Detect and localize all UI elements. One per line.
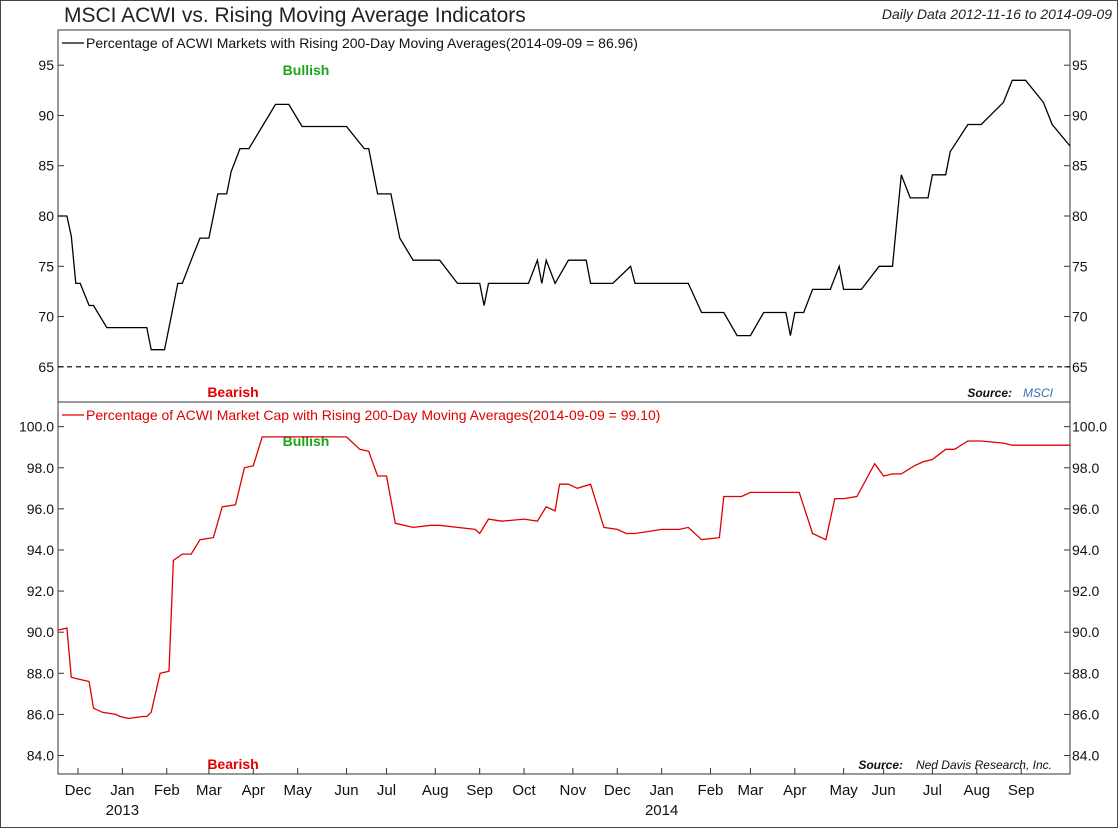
panel-top: Percentage of ACWI Markets with Rising 2… bbox=[38, 29, 1088, 403]
panel-bottom: Percentage of ACWI Market Cap with Risin… bbox=[19, 401, 1107, 775]
x-axis: Dec Jan Feb Mar Apr May Jun Jul Aug Sep Oct Nov Dec J… bbox=[65, 768, 1035, 819]
panel-top-border bbox=[57, 29, 1071, 403]
top-ytick-label-left-6: 65 bbox=[38, 359, 54, 375]
top-ytick-label-left-5: 70 bbox=[38, 309, 54, 325]
top-ytick-label-right-3: 80 bbox=[1072, 208, 1088, 224]
bottom-ytick-label-left-1: 98.0 bbox=[27, 460, 54, 476]
bullish-label-top: Bullish bbox=[283, 62, 330, 78]
top-ytick-label-right-5: 70 bbox=[1072, 309, 1088, 325]
bottom-ytick-label-left-6: 88.0 bbox=[27, 665, 54, 681]
bottom-ytick-label-left-4: 92.0 bbox=[27, 583, 54, 599]
date-range: Daily Data 2012-11-16 to 2014-09-09 bbox=[881, 6, 1112, 22]
source-label-bottom: Source: bbox=[858, 758, 903, 772]
xtick-label-7: Jul bbox=[377, 782, 396, 799]
bottom-ytick-label-left-2: 96.0 bbox=[27, 501, 54, 517]
xtick-label-1: Jan bbox=[110, 782, 134, 799]
xtick-label-6: Jun bbox=[334, 782, 358, 799]
bottom-ytick-label-left-0: 100.0 bbox=[19, 419, 54, 435]
bottom-ytick-label-right-4: 92.0 bbox=[1072, 583, 1099, 599]
xtick-label-2: Feb bbox=[154, 782, 180, 799]
top-ytick-label-left-0: 95 bbox=[38, 57, 54, 73]
xtick-label-20: Aug bbox=[963, 782, 990, 799]
xtick-label-21: Sep bbox=[1008, 782, 1035, 799]
bottom-axis-ticks: 100.0 100.0 98.0 98.0 96.0 96.0 94.0 94.0 92.0 92… bbox=[19, 419, 1107, 764]
bottom-ytick-label-right-1: 98.0 bbox=[1072, 460, 1099, 476]
bottom-ytick-label-left-7: 86.0 bbox=[27, 706, 54, 722]
bottom-ytick-label-left-8: 84.0 bbox=[27, 748, 54, 764]
bottom-ytick-label-left-5: 90.0 bbox=[27, 624, 54, 640]
source-value-top: MSCI bbox=[1023, 386, 1054, 400]
top-ytick-label-right-6: 65 bbox=[1072, 359, 1088, 375]
xtick-label-18: Jun bbox=[871, 782, 895, 799]
xtick-label-16: Apr bbox=[783, 782, 806, 799]
top-ytick-label-right-2: 85 bbox=[1072, 158, 1088, 174]
xtick-label-4: Apr bbox=[242, 782, 265, 799]
bottom-ytick-label-right-6: 88.0 bbox=[1072, 665, 1099, 681]
bearish-label-bottom: Bearish bbox=[207, 756, 258, 772]
top-ytick-label-right-1: 90 bbox=[1072, 107, 1088, 123]
xtick-label-8: Aug bbox=[422, 782, 449, 799]
source-value-bottom: Ned Davis Research, Inc. bbox=[916, 758, 1052, 772]
legend-bottom-label: Percentage of ACWI Market Cap with Risin… bbox=[86, 407, 660, 423]
top-axis-ticks: 95 95 90 90 85 85 80 80 75 75 70 70 65 65 bbox=[38, 57, 1087, 375]
xtick-label-13: Jan bbox=[650, 782, 674, 799]
top-ytick-label-right-0: 95 bbox=[1072, 57, 1088, 73]
bottom-ytick-label-right-5: 90.0 bbox=[1072, 624, 1099, 640]
bottom-ytick-label-left-3: 94.0 bbox=[27, 542, 54, 558]
bottom-ytick-label-right-7: 86.0 bbox=[1072, 706, 1099, 722]
top-ytick-label-left-1: 90 bbox=[38, 107, 54, 123]
xtick-label-19: Jul bbox=[923, 782, 942, 799]
top-ytick-label-left-2: 85 bbox=[38, 158, 54, 174]
xtick-label-5: May bbox=[284, 782, 313, 799]
xtick-label-14: Feb bbox=[698, 782, 724, 799]
chart-title: MSCI ACWI vs. Rising Moving Average Indi… bbox=[64, 4, 526, 27]
top-ytick-label-right-4: 75 bbox=[1072, 258, 1088, 274]
xtick-label-9: Sep bbox=[466, 782, 493, 799]
top-ytick-label-left-4: 75 bbox=[38, 258, 54, 274]
xtick-label-3: Mar bbox=[196, 782, 222, 799]
series-markets-rising-ma bbox=[58, 79, 1071, 351]
xtick-label-12: Dec bbox=[604, 782, 631, 799]
year-label-0: 2013 bbox=[106, 802, 139, 819]
bullish-label-bottom: Bullish bbox=[283, 433, 330, 449]
top-ytick-label-left-3: 80 bbox=[38, 208, 54, 224]
xtick-label-17: May bbox=[829, 782, 858, 799]
bottom-ytick-label-right-3: 94.0 bbox=[1072, 542, 1099, 558]
year-label-1: 2014 bbox=[645, 802, 678, 819]
series-marketcap-rising-ma bbox=[57, 436, 1070, 720]
bottom-ytick-label-right-0: 100.0 bbox=[1072, 419, 1107, 435]
bottom-ytick-label-right-2: 96.0 bbox=[1072, 501, 1099, 517]
xtick-label-0: Dec bbox=[65, 782, 92, 799]
xtick-label-15: Mar bbox=[737, 782, 763, 799]
xtick-label-11: Nov bbox=[560, 782, 587, 799]
source-label-top: Source: bbox=[967, 386, 1012, 400]
bottom-ytick-label-right-8: 84.0 bbox=[1072, 748, 1099, 764]
panel-bottom-border bbox=[57, 401, 1071, 775]
xtick-label-10: Oct bbox=[512, 782, 536, 799]
bearish-label-top: Bearish bbox=[207, 384, 258, 400]
legend-top-label: Percentage of ACWI Markets with Rising 2… bbox=[86, 35, 638, 51]
